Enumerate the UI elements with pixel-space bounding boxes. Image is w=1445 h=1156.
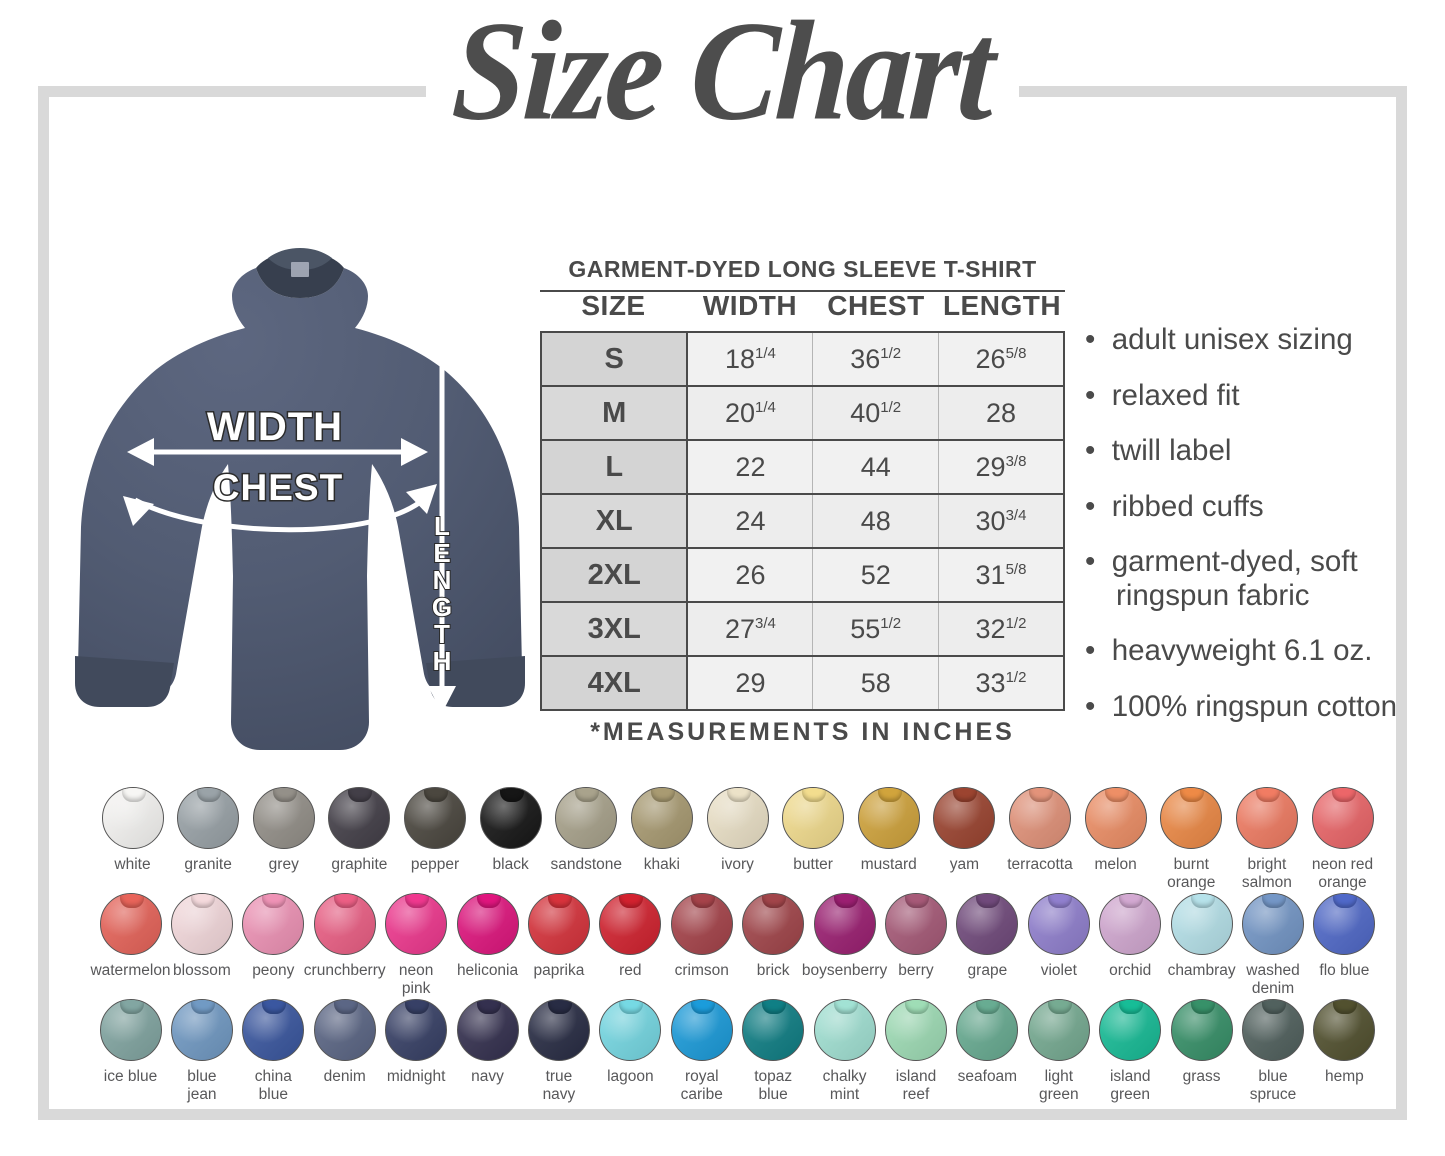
svg-text:L: L — [434, 511, 450, 541]
svg-text:WIDTH: WIDTH — [207, 405, 343, 449]
svg-text:T: T — [434, 619, 450, 649]
svg-text:E: E — [433, 538, 450, 568]
svg-text:N: N — [433, 565, 452, 595]
svg-text:H: H — [433, 646, 452, 676]
svg-text:G: G — [432, 592, 452, 622]
svg-text:CHEST: CHEST — [213, 467, 343, 508]
